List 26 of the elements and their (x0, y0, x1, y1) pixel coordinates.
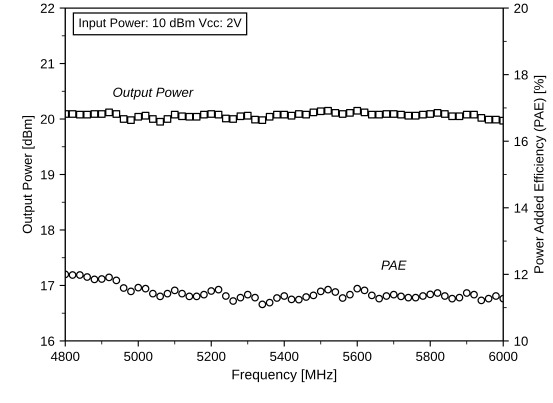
y2-tick-label: 10 (514, 336, 528, 346)
x-tick-label: 5400 (270, 352, 298, 362)
y-tick-label: 20 (40, 114, 54, 124)
y-tick-label: 19 (41, 170, 54, 180)
y2-tick-label: 20 (514, 4, 528, 13)
x-tick-label: 5600 (343, 352, 372, 362)
x-tick-label: 6000 (489, 352, 518, 362)
y-tick-label: 16 (41, 336, 54, 346)
y-tick-label: 17 (41, 281, 54, 290)
x-tick-label: 5800 (416, 352, 444, 362)
y2-tick-label: 12 (514, 270, 528, 280)
x-axis-title: Frequency [MHz] (232, 369, 336, 382)
x-tick-label: 5000 (124, 352, 152, 362)
y-axis-title: Output Power [dBm] (22, 116, 35, 234)
y2-tick-label: 14 (514, 203, 528, 213)
y-tick-label: 18 (41, 226, 54, 235)
series-label: PAE (381, 260, 407, 270)
y2-axis-title: Power Added Efficiency (PAE) [%] (534, 76, 546, 273)
y-tick-label: 21 (40, 59, 54, 68)
annotation: Input Power: 10 dBm Vcc: 2V (80, 18, 242, 30)
y2-tick-label: 16 (514, 136, 528, 146)
x-tick-label: 4800 (50, 352, 80, 362)
series-label: Output Power (113, 88, 194, 100)
y2-tick-label: 18 (514, 70, 528, 80)
x-tick-label: 5200 (197, 352, 226, 362)
y-tick-label: 22 (40, 4, 54, 13)
